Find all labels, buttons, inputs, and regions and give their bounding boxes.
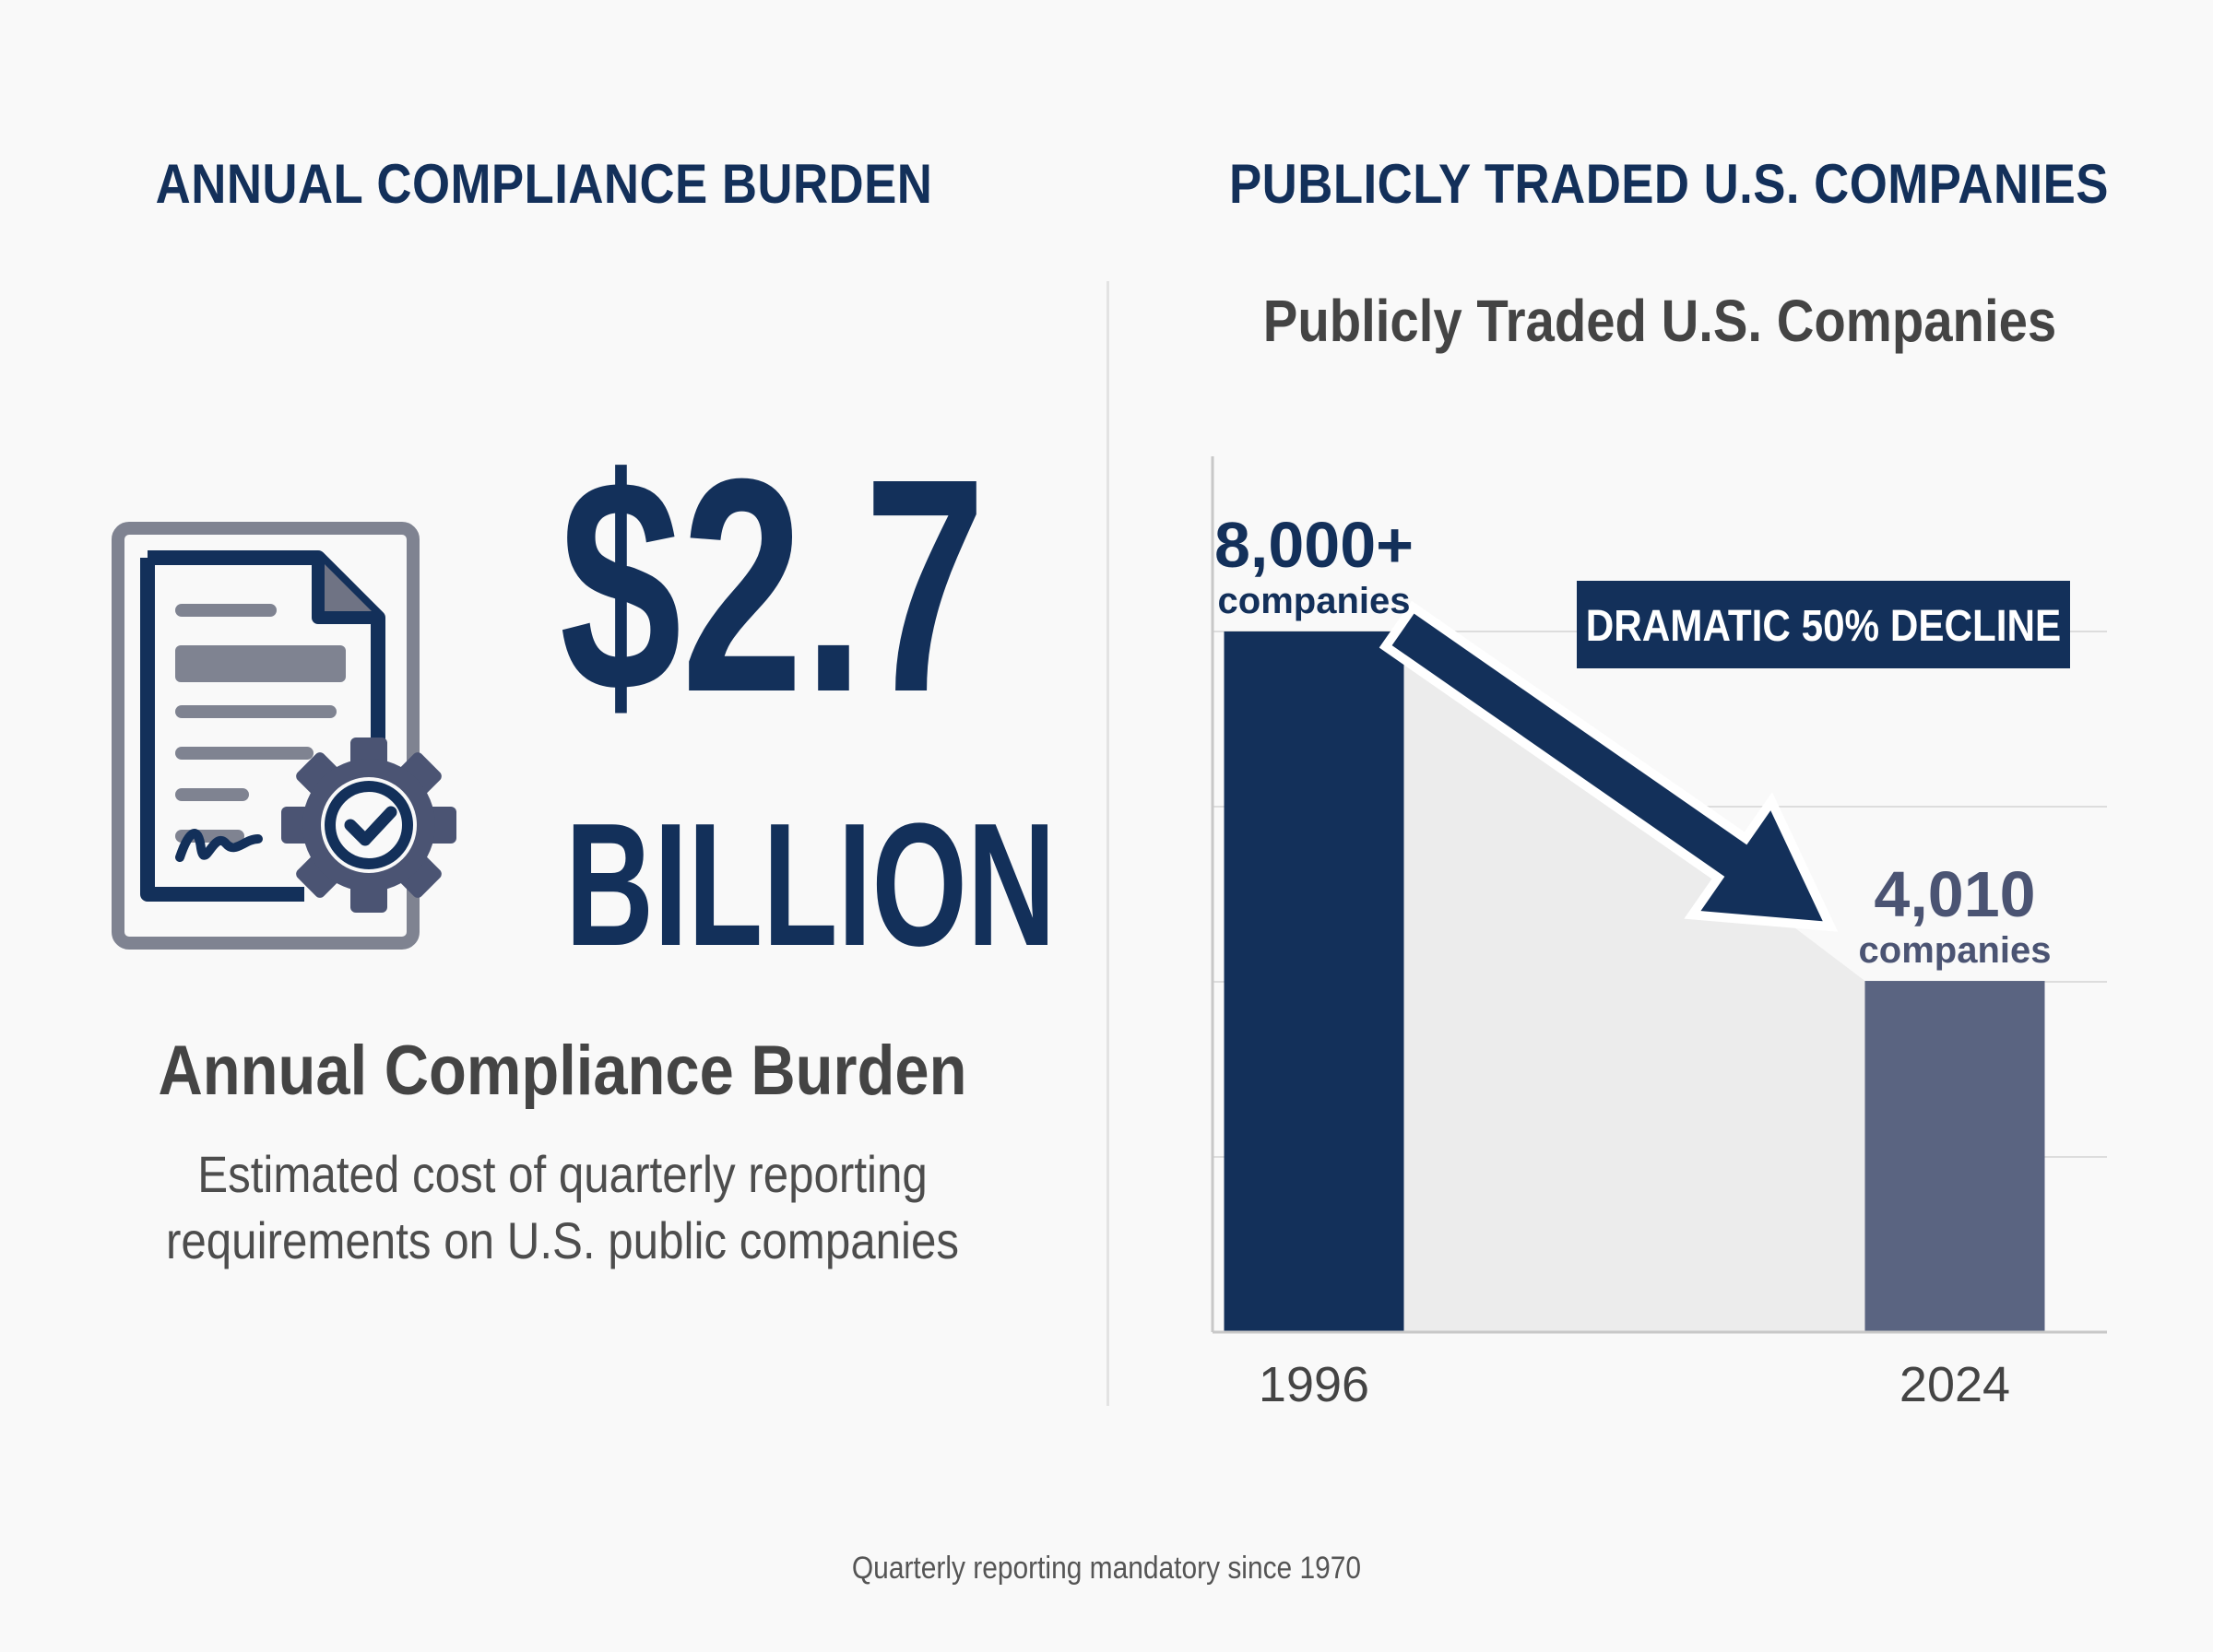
panel-divider <box>1106 281 1109 1406</box>
data-sublabel: companies <box>1218 581 1411 621</box>
burden-description: Estimated cost of quarterly reporting re… <box>116 1141 1009 1274</box>
decline-area <box>1403 631 1865 1332</box>
burden-description-line-1: Estimated cost of quarterly reporting <box>197 1145 928 1203</box>
bar-2024 <box>1864 981 2045 1332</box>
burden-amount: $2.7 <box>559 415 987 755</box>
companies-bar-chart: Publicly Traded U.S. Companies DRAMATIC … <box>1211 288 2107 1412</box>
burden-title: Annual Compliance Burden <box>158 1032 967 1110</box>
chart-title: Publicly Traded U.S. Companies <box>1263 288 2056 354</box>
document-gear-check-icon <box>111 521 479 968</box>
bar-1996 <box>1224 631 1404 1332</box>
chart-bars <box>1224 631 2045 1332</box>
right-section-heading: PUBLICLY TRADED U.S. COMPANIES <box>1229 153 2109 215</box>
burden-description-line-2: requirements on U.S. public companies <box>165 1211 960 1269</box>
data-label: 8,000+ <box>1214 509 1414 581</box>
decline-arrow-icon <box>1379 600 1839 932</box>
left-section-heading: ANNUAL COMPLIANCE BURDEN <box>155 153 933 215</box>
data-label: 4,010 <box>1874 858 2035 930</box>
data-sublabel: companies <box>1859 930 2052 971</box>
x-tick-label: 2024 <box>1899 1357 2010 1412</box>
annotation-text: DRAMATIC 50% DECLINE <box>1586 600 2061 650</box>
x-tick-label: 1996 <box>1259 1357 1369 1412</box>
decline-arrow: DRAMATIC 50% DECLINE <box>1379 581 2070 932</box>
burden-unit: BILLION <box>565 787 1056 983</box>
footer-note: Quarterly reporting mandatory since 1970 <box>851 1551 1362 1586</box>
annotation-box <box>1577 581 2070 668</box>
